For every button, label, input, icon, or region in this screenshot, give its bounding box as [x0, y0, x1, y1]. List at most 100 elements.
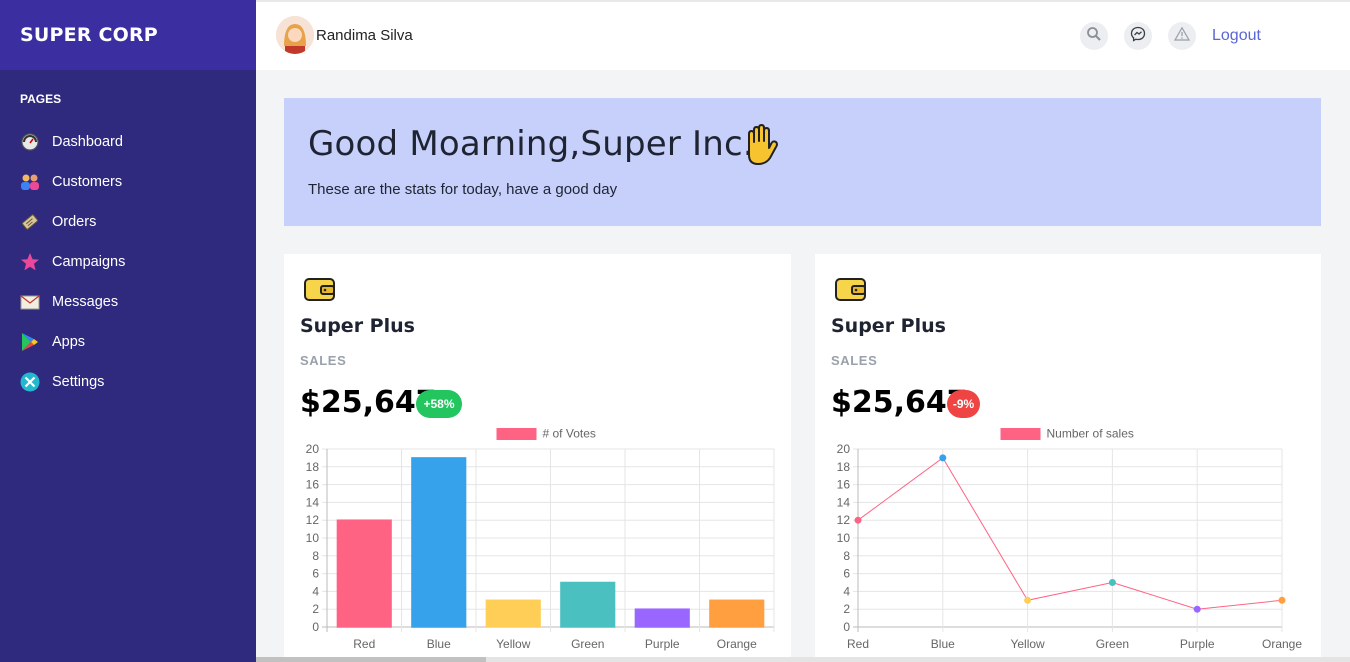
brand-logo[interactable]: SUPER CORP — [0, 0, 256, 70]
legend-swatch — [496, 428, 537, 440]
messenger-icon — [1130, 26, 1146, 47]
y-tick-label: 2 — [312, 602, 319, 616]
wallet-icon — [304, 276, 336, 307]
warning-icon — [1173, 26, 1191, 47]
greeting-title: Good Moarning,Super Inc. — [308, 124, 754, 164]
y-tick-label: 14 — [837, 495, 851, 509]
y-tick-label: 4 — [312, 584, 319, 598]
card-title: Super Plus — [831, 315, 946, 337]
logout-link[interactable]: Logout — [1212, 27, 1261, 44]
messages-icon — [20, 292, 40, 312]
sidebar-item-dashboard[interactable]: Dashboard — [0, 122, 256, 162]
sidebar-item-label: Messages — [52, 294, 119, 310]
sales-amount: $25,647 — [300, 385, 437, 420]
y-tick-label: 16 — [837, 478, 851, 492]
sidebar-item-label: Dashboard — [52, 134, 123, 150]
y-tick-label: 12 — [306, 513, 320, 527]
sidebar-item-apps[interactable]: Apps — [0, 322, 256, 362]
y-tick-label: 0 — [843, 620, 850, 634]
change-badge: -9% — [947, 390, 980, 418]
point-green — [1108, 579, 1116, 586]
x-tick-label: Blue — [931, 637, 955, 651]
x-tick-label: Purple — [1180, 637, 1215, 651]
sidebar-item-campaigns[interactable]: Campaigns — [0, 242, 256, 282]
bar-orange — [709, 599, 765, 628]
series-line — [857, 457, 1283, 610]
scrollbar-thumb[interactable] — [256, 657, 486, 662]
card-label: SALES — [300, 353, 347, 368]
sidebar-section-title: PAGES — [20, 92, 62, 106]
apps-icon — [20, 332, 40, 352]
card-title: Super Plus — [300, 315, 415, 337]
settings-icon — [20, 372, 40, 392]
bar-blue — [411, 457, 467, 628]
y-tick-label: 6 — [312, 567, 319, 581]
point-orange — [1278, 596, 1286, 604]
topbar: Randima Silva Logout — [256, 0, 1350, 70]
sidebar: SUPER CORP PAGES Dashboard Customers Ord… — [0, 0, 256, 662]
legend-label: Number of sales — [1047, 427, 1134, 441]
point-yellow — [1024, 596, 1032, 604]
y-tick-label: 14 — [306, 495, 320, 509]
horizontal-scrollbar[interactable] — [256, 657, 1350, 662]
bar-purple — [634, 608, 690, 628]
x-tick-label: Red — [847, 637, 869, 651]
search-button[interactable] — [1080, 22, 1108, 50]
card-label: SALES — [831, 353, 878, 368]
change-badge: +58% — [416, 390, 462, 418]
sidebar-item-label: Campaigns — [52, 254, 126, 270]
bar-yellow — [485, 599, 541, 628]
x-tick-label: Yellow — [1010, 637, 1045, 651]
campaigns-icon — [20, 252, 40, 272]
x-tick-label: Green — [1096, 637, 1129, 651]
y-tick-label: 20 — [837, 442, 851, 456]
point-red — [854, 516, 862, 524]
x-tick-label: Green — [571, 637, 604, 651]
search-icon — [1086, 26, 1102, 47]
x-tick-label: Red — [353, 637, 375, 651]
y-tick-label: 2 — [843, 602, 850, 616]
greeting-subtitle: These are the stats for today, have a go… — [308, 181, 618, 198]
alert-button[interactable] — [1168, 22, 1196, 50]
x-tick-label: Yellow — [496, 637, 531, 651]
sidebar-item-label: Orders — [52, 214, 97, 230]
bar-green — [560, 581, 616, 628]
point-purple — [1193, 605, 1201, 613]
x-tick-label: Orange — [717, 637, 757, 651]
customers-icon — [20, 172, 40, 192]
sales-card: Super Plus SALES $25,647 -9% Number of s… — [815, 254, 1321, 662]
y-tick-label: 12 — [837, 513, 851, 527]
y-tick-label: 6 — [843, 567, 850, 581]
wallet-icon — [835, 276, 867, 307]
sidebar-item-label: Apps — [52, 334, 86, 350]
y-tick-label: 18 — [306, 460, 320, 474]
legend-swatch — [1000, 428, 1041, 440]
x-tick-label: Blue — [427, 637, 451, 651]
y-tick-label: 16 — [306, 478, 320, 492]
sales-amount: $25,647 — [831, 385, 968, 420]
x-tick-label: Purple — [645, 637, 680, 651]
x-tick-label: Orange — [1262, 637, 1302, 651]
sidebar-item-label: Settings — [52, 374, 105, 390]
messenger-button[interactable] — [1124, 22, 1152, 50]
sidebar-item-customers[interactable]: Customers — [0, 162, 256, 202]
y-tick-label: 20 — [306, 442, 320, 456]
avatar[interactable] — [276, 16, 314, 54]
sales-card: Super Plus SALES $25,647 +58% # of Votes… — [284, 254, 791, 662]
y-tick-label: 10 — [306, 531, 320, 545]
orders-icon — [20, 212, 40, 232]
sidebar-item-settings[interactable]: Settings — [0, 362, 256, 402]
sidebar-item-label: Customers — [52, 174, 123, 190]
bar-red — [336, 519, 392, 628]
sidebar-item-messages[interactable]: Messages — [0, 282, 256, 322]
welcome-banner: Good Moarning,Super Inc. These are the s… — [284, 98, 1321, 226]
y-tick-label: 0 — [312, 620, 319, 634]
sidebar-item-orders[interactable]: Orders — [0, 202, 256, 242]
y-tick-label: 18 — [837, 460, 851, 474]
user-name: Randima Silva — [316, 27, 413, 44]
waving-hand-icon — [739, 122, 781, 171]
legend-label: # of Votes — [543, 427, 596, 441]
y-tick-label: 10 — [837, 531, 851, 545]
line-chart: Number of sales 0 2 4 6 8 10 12 14 16 18 20 Red Blue Y… — [837, 427, 1303, 652]
y-tick-label: 8 — [312, 549, 319, 563]
